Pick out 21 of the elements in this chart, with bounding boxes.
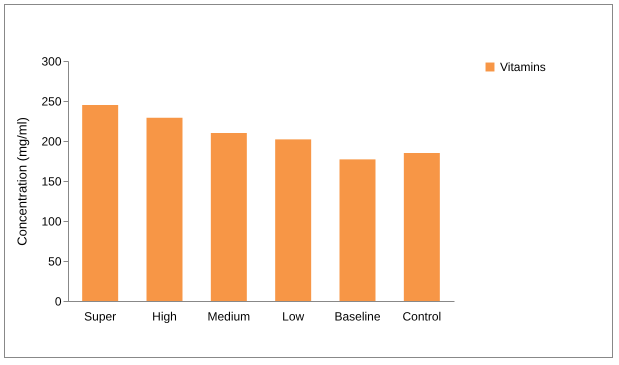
- x-tick-label: Baseline: [334, 310, 381, 324]
- x-tick-label: High: [152, 310, 177, 324]
- bar: [210, 133, 247, 301]
- y-tick-label: 0: [54, 294, 62, 308]
- y-tick-label: 50: [48, 254, 62, 268]
- x-tick-label: Medium: [207, 310, 250, 324]
- y-tick-label: 150: [41, 174, 62, 188]
- bar: [82, 105, 118, 301]
- y-tick-label: 300: [41, 54, 62, 68]
- legend-label: Vitamins: [500, 60, 546, 74]
- x-tick-label: Low: [282, 310, 305, 324]
- y-tick-label: 250: [41, 94, 62, 108]
- y-tick-label: 200: [41, 134, 62, 148]
- bar: [340, 159, 376, 301]
- bar: [146, 118, 182, 301]
- x-tick-label: Super: [84, 310, 116, 324]
- y-tick-label: 100: [41, 214, 62, 228]
- bar: [275, 139, 312, 301]
- x-tick-label: Control: [402, 310, 442, 324]
- y-axis-title: Concentration (mg/ml): [14, 117, 30, 246]
- bar: [404, 153, 440, 301]
